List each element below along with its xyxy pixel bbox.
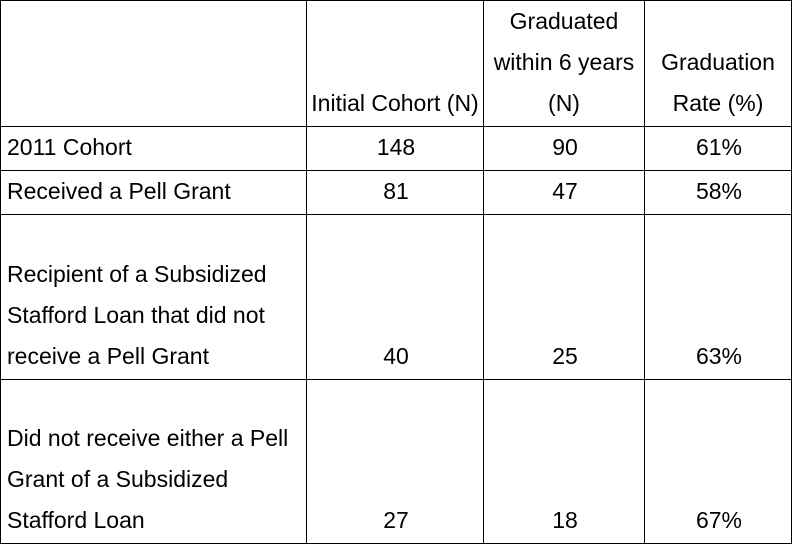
graduated-cell: 25 xyxy=(483,214,645,380)
graduated-cell: 47 xyxy=(483,170,645,215)
header-row: Initial Cohort (N) Graduated within 6 ye… xyxy=(0,0,792,127)
row-label: Recipient of a Subsidized Stafford Loan … xyxy=(0,214,307,380)
header-graduated: Graduated within 6 years (N) xyxy=(483,0,645,127)
header-graduation-rate: Graduation Rate (%) xyxy=(644,0,792,127)
initial-cohort-cell: 40 xyxy=(306,214,484,380)
row-label: 2011 Cohort xyxy=(0,126,307,171)
table-row: Did not receive either a Pell Grant of a… xyxy=(0,379,792,544)
table-row: Received a Pell Grant 81 47 58% xyxy=(0,170,792,215)
header-initial-cohort: Initial Cohort (N) xyxy=(306,0,484,127)
graduation-rate-cell: 67% xyxy=(644,379,792,544)
table-row: Recipient of a Subsidized Stafford Loan … xyxy=(0,214,792,380)
graduation-rate-cell: 61% xyxy=(644,126,792,171)
graduated-cell: 18 xyxy=(483,379,645,544)
initial-cohort-cell: 148 xyxy=(306,126,484,171)
graduation-rate-cell: 58% xyxy=(644,170,792,215)
graduated-cell: 90 xyxy=(483,126,645,171)
header-corner xyxy=(0,0,307,127)
initial-cohort-cell: 27 xyxy=(306,379,484,544)
row-label: Received a Pell Grant xyxy=(0,170,307,215)
row-label: Did not receive either a Pell Grant of a… xyxy=(0,379,307,544)
graduation-rate-cell: 63% xyxy=(644,214,792,380)
initial-cohort-cell: 81 xyxy=(306,170,484,215)
table-row: 2011 Cohort 148 90 61% xyxy=(0,126,792,171)
